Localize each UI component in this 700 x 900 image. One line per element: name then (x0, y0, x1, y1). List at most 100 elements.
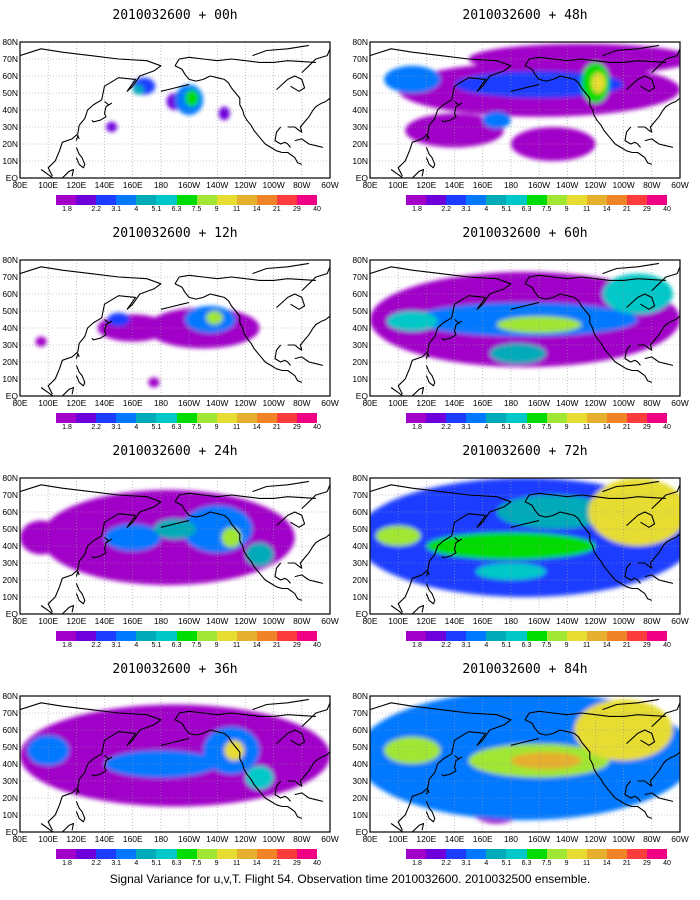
lon-tick-label: 140E (95, 834, 115, 844)
colorbar-swatch (526, 849, 548, 859)
lon-tick-label: 160E (123, 180, 143, 190)
coastline (274, 126, 291, 148)
lon-tick-label: 60W (321, 616, 338, 626)
colorbar-label: 11 (583, 860, 591, 867)
colorbar-swatch (506, 849, 527, 859)
colorbar-label: 5.1 (151, 860, 162, 867)
lon-tick-label: 100W (613, 834, 635, 844)
colorbar-label: 1.8 (62, 424, 72, 431)
panel-title: 2010032600 + 00h (112, 8, 238, 23)
coastline (370, 702, 512, 831)
colorbar-label: 4 (484, 860, 489, 867)
colorbar-label: 9 (564, 642, 569, 649)
colorbar-label: 1.8 (412, 860, 422, 867)
colorbar-swatch (626, 195, 648, 205)
coastline (91, 755, 113, 777)
lat-tick-label: 60N (2, 507, 18, 517)
colorbar-swatch (76, 631, 97, 641)
colorbar-label: 40 (663, 860, 671, 867)
colorbar-swatch (76, 413, 97, 423)
lon-tick-label: 80E (12, 180, 27, 190)
colorbar-swatch (546, 413, 568, 423)
lon-tick-label: 120W (584, 180, 606, 190)
colorbar-swatch (96, 849, 117, 859)
lon-tick-label: 140W (206, 834, 228, 844)
lat-tick-label: 20N (352, 793, 368, 803)
coastline (524, 719, 653, 819)
lon-tick-label: 160E (473, 398, 493, 408)
colorbar-swatch (196, 195, 218, 205)
colorbar-swatch (626, 631, 648, 641)
colorbar-label: 3.1 (461, 424, 472, 431)
colorbar-swatch (296, 413, 318, 423)
lat-tick-label: EQ (356, 173, 369, 183)
lat-tick-label: 60N (352, 289, 368, 299)
lon-tick-label: 140E (445, 616, 465, 626)
lat-tick-label: EQ (356, 609, 369, 619)
colorbar-swatch (506, 631, 527, 641)
colorbar-swatch (236, 849, 258, 859)
colorbar-swatch (466, 413, 487, 423)
colorbar-label: 14 (602, 424, 611, 431)
colorbar-label: 1.8 (412, 206, 422, 213)
coastline (274, 780, 291, 802)
panel-title: 2010032600 + 12h (112, 226, 238, 241)
colorbar-swatch (646, 195, 668, 205)
colorbar-swatch (56, 631, 77, 641)
contour-region (489, 343, 547, 364)
contour-region (206, 311, 223, 325)
lat-tick-label: 30N (2, 558, 18, 568)
colorbar-label: 1.8 (62, 206, 72, 213)
colorbar-label: 40 (313, 642, 321, 649)
colorbar-label: 5.1 (151, 642, 162, 649)
coastline (602, 44, 659, 57)
lat-tick-label: 50N (352, 88, 368, 98)
lon-tick-label: 140E (445, 180, 465, 190)
colorbar-label: 9 (214, 424, 219, 431)
coastline (276, 729, 306, 746)
colorbar-swatch (486, 195, 507, 205)
lon-tick-label: 80E (362, 834, 377, 844)
lat-tick-label: 60N (2, 71, 18, 81)
coastline (441, 755, 463, 777)
lat-tick-label: EQ (6, 609, 19, 619)
coastline (174, 65, 303, 165)
lon-tick-label: 160W (528, 180, 550, 190)
lon-tick-label: 160E (123, 398, 143, 408)
colorbar-swatch (116, 195, 137, 205)
lat-tick-label: 40N (2, 323, 18, 333)
colorbar-swatch (486, 631, 507, 641)
colorbar-swatch (486, 413, 507, 423)
colorbar-swatch (446, 195, 467, 205)
colorbar-label: 29 (642, 206, 651, 213)
coastline (160, 301, 190, 310)
contour-region (591, 72, 606, 94)
lat-tick-label: 80N (2, 691, 18, 701)
colorbar-label: 2.2 (441, 642, 452, 649)
colorbar-label: 7.5 (541, 206, 552, 213)
colorbar-swatch (586, 195, 608, 205)
lon-tick-label: 160W (178, 834, 200, 844)
coastline (294, 356, 324, 366)
lon-tick-label: 120W (584, 398, 606, 408)
contour-region (20, 520, 63, 555)
lat-tick-label: 10N (2, 810, 18, 820)
colorbar-swatch (256, 631, 278, 641)
colorbar-swatch (156, 631, 177, 641)
coastline (287, 751, 330, 787)
lon-tick-label: 140W (556, 398, 578, 408)
lat-tick-label: 60N (352, 725, 368, 735)
lat-tick-label: 80N (352, 691, 368, 701)
colorbar-label: 1.8 (412, 642, 422, 649)
lat-tick-label: 40N (2, 541, 18, 551)
colorbar-swatch (406, 413, 427, 423)
coastline (524, 65, 653, 165)
colorbar-label: 9 (214, 642, 219, 649)
colorbar-label: 29 (642, 424, 651, 431)
lon-tick-label: 160E (123, 834, 143, 844)
colorbar-swatch (136, 413, 157, 423)
coastline (75, 134, 80, 141)
lat-tick-label: 30N (352, 776, 368, 786)
colorbar-swatch (116, 413, 137, 423)
panel-title: 2010032600 + 36h (112, 662, 238, 677)
